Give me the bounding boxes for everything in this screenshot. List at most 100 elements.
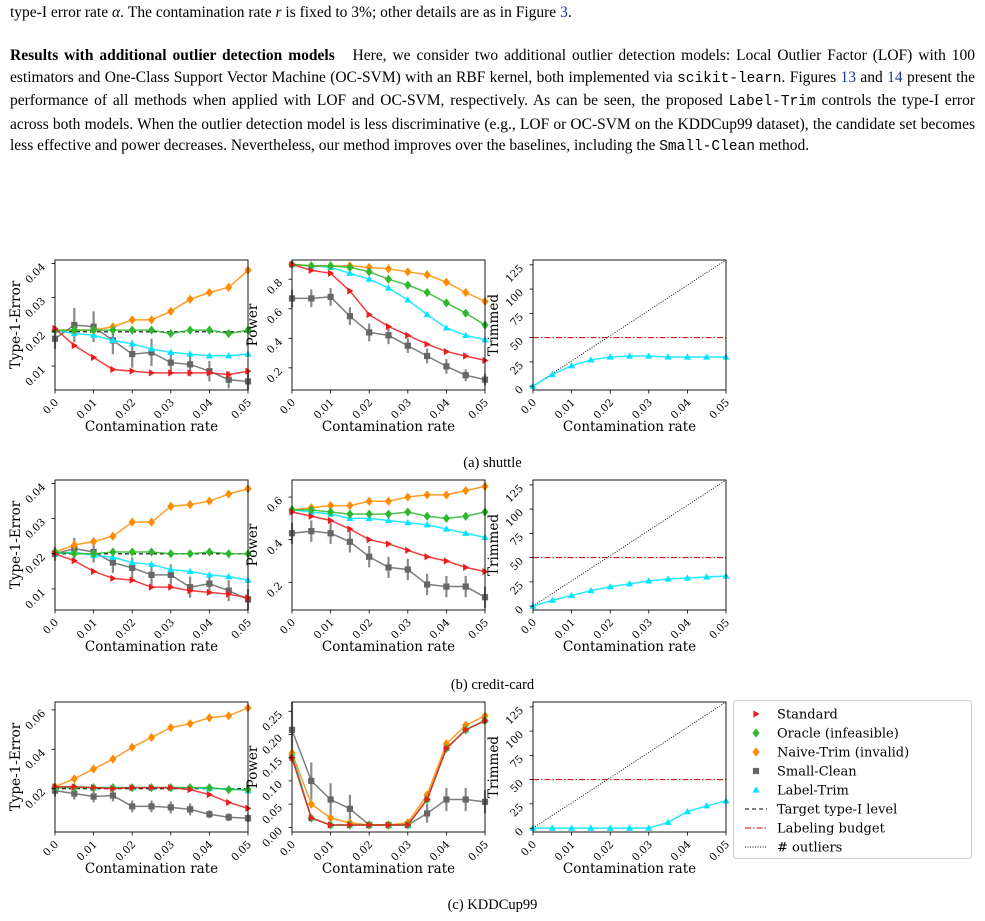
data-point [109,325,117,335]
data-point [463,563,470,571]
data-point [187,369,194,377]
data-point [147,560,156,567]
y-tick-label: 0.8 [265,277,285,297]
data-point [167,328,175,339]
data-point [187,584,194,591]
figure-ref-link[interactable]: 13 [840,68,857,86]
y-tick-label: 75 [508,531,526,549]
data-point [186,294,194,304]
data-point [225,352,233,359]
data-point [568,824,576,831]
data-point [442,298,450,308]
x-tick-label: 0.02 [113,617,138,642]
data-point [346,313,353,320]
x-tick-label: 0.01 [312,839,337,864]
data-point [148,349,155,356]
data-point [346,500,354,511]
data-point [664,575,672,582]
text-fragment: Here, we consider two additional outlier… [10,47,976,86]
data-point [129,367,136,375]
data-point [482,356,489,365]
x-axis-label: Contamination rate [563,861,696,877]
data-point [365,496,373,506]
data-point [205,352,213,359]
x-tick-label: 0.0 [519,397,539,417]
data-point [71,321,78,329]
data-point [366,821,373,829]
data-point [129,784,136,792]
x-tick-label: 0.0 [41,617,61,637]
data-point [186,350,194,357]
data-point [462,287,470,298]
data-point [346,262,354,272]
data-point [703,573,711,580]
data-point [645,352,653,359]
data-point [548,596,556,603]
data-point [90,793,97,800]
y-tick-label: 0.2 [265,365,285,385]
data-point [186,567,194,574]
axes-frame [54,701,249,833]
data-point [205,571,213,578]
x-tick-label: 0.05 [229,839,254,864]
data-point [147,732,156,743]
y-tick-label: 0.6 [265,306,286,327]
x-tick-label: 0.03 [152,839,177,864]
code-snippet: Small-Clean [659,139,755,155]
data-point [187,361,194,368]
data-point [71,341,78,350]
legend-label: Labeling budget [777,822,886,837]
data-point [168,583,175,591]
figure-ref-link[interactable]: 3 [560,4,568,21]
figure-ref-link[interactable]: 14 [887,68,903,86]
text-fragment: and [856,68,888,86]
data-point [442,525,450,532]
data-point [226,798,233,807]
y-tick-label: 0.4 [265,336,286,357]
y-tick-label: 0 [513,384,526,397]
data-point [327,500,335,511]
legend-frame [733,700,972,859]
axes-frame [291,479,486,611]
data-point [404,267,412,277]
series-line-standard [291,719,486,826]
data-point [423,511,431,521]
data-point [423,490,431,500]
x-tick-label: 0.03 [389,617,414,642]
x-tick-label: 0.04 [668,616,693,641]
data-point [148,369,156,377]
data-point [167,723,175,733]
data-point [307,505,315,515]
axes-frame [532,259,727,391]
data-point [109,754,117,764]
x-tick-label: 0.04 [190,838,215,863]
data-point [225,711,233,721]
data-point [187,587,194,595]
y-tick-label: 0.02 [23,786,48,811]
results-paragraph: Results with additional outlier detectio… [10,45,975,159]
data-point [365,267,373,277]
data-point [423,521,431,528]
data-point [206,580,213,587]
data-point [71,790,78,797]
data-point [404,492,412,502]
data-point [167,501,175,511]
subfigure-caption: (c) KDDCup99 [447,897,538,913]
x-tick-label: 0.01 [553,617,578,642]
data-point [205,496,213,506]
data-point [346,509,354,519]
x-axis-label: Contamination rate [563,639,696,655]
x-tick-label: 0.04 [427,396,452,421]
x-tick-label: 0.0 [41,397,61,417]
data-point [606,583,614,590]
data-point [148,803,155,810]
data-point [70,549,78,559]
data-point [308,814,315,822]
panel-power: 0.000.050.100.150.200.250.0 0.01 0.02 0.03 0… [245,701,491,877]
data-point [462,486,470,496]
data-point [308,266,315,274]
outliers-line [532,479,727,607]
data-point [109,559,116,566]
data-point [147,547,156,557]
